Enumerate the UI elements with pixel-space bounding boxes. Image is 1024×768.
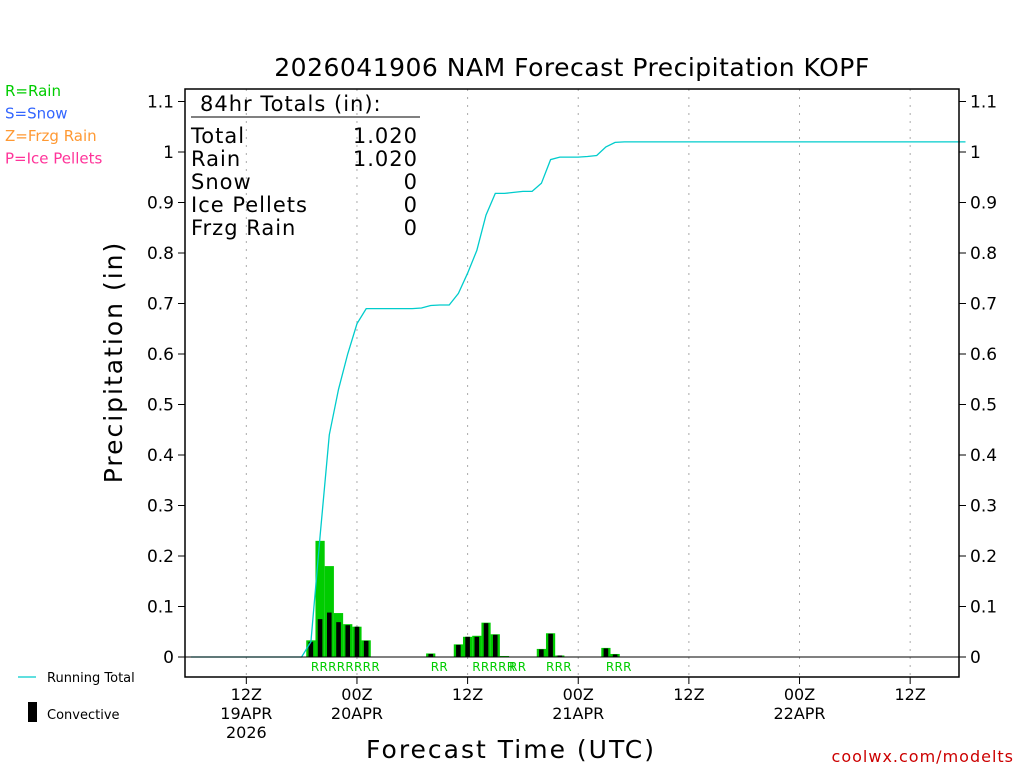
- y-tick-label: 0.4: [147, 446, 174, 466]
- ptype-label: RRRRRRRR: [311, 660, 380, 674]
- convective-bar: [345, 625, 351, 657]
- precip-bar: [324, 566, 334, 657]
- totals-row-label: Rain: [191, 147, 241, 171]
- convective-bar: [492, 634, 498, 657]
- convective-bar: [474, 636, 480, 657]
- x-tick-label: 12Z: [231, 685, 262, 704]
- convective-bar: [428, 653, 434, 657]
- convective-bar: [483, 623, 489, 657]
- convective-bar: [363, 640, 369, 657]
- y-tick-label-right: 0.9: [970, 194, 997, 214]
- running-total-line: [191, 141, 966, 658]
- convective-bar: [612, 654, 618, 657]
- x-tick-label: 12Z: [894, 685, 925, 704]
- ptype-label: RRR: [546, 660, 572, 674]
- convective-legend-label: Convective: [47, 708, 120, 723]
- convective-bar: [539, 649, 544, 657]
- ptype-labels: RRRRRRRR RR RRRRRRR RRR RRR: [311, 660, 632, 674]
- ptype-legend-item: Z=Frzg Rain: [5, 127, 97, 145]
- y-tick-label: 0.2: [147, 547, 174, 567]
- y-tick-label: 0.7: [147, 295, 174, 315]
- convective-bar: [327, 612, 332, 657]
- bars-layer: [306, 540, 620, 658]
- x-tick-date: 19APR: [220, 704, 272, 723]
- y-tick-label-right: 0.5: [970, 396, 997, 416]
- ptype-label: RRR: [606, 660, 632, 674]
- totals-row-value: 1.020: [353, 124, 418, 148]
- ptype-legend-item: R=Rain: [5, 82, 61, 100]
- x-tick-date: 20APR: [331, 704, 383, 723]
- y-tick-label-right: 0.7: [970, 295, 997, 315]
- grid-lines: [245, 89, 911, 677]
- y-tick-label: 0.6: [147, 345, 174, 365]
- x-tick-year: 2026: [226, 723, 267, 742]
- convective-bar: [465, 636, 470, 657]
- y-axis-label: Precipitation (in): [99, 241, 128, 484]
- convective-bar: [354, 626, 360, 657]
- y-tick-label: 1: [163, 143, 174, 163]
- x-tick-date: 22APR: [773, 704, 825, 723]
- plot-frame: [184, 88, 960, 678]
- y-tick-label: 0.9: [147, 194, 174, 214]
- totals-row-label: Frzg Rain: [191, 216, 296, 240]
- y-tick-label-right: 0.6: [970, 345, 997, 365]
- y-tick-label-right: 0.3: [970, 497, 997, 517]
- series-legend: Running Total Convective: [18, 671, 135, 723]
- y-tick-label-right: 0.4: [970, 446, 997, 466]
- credit-link[interactable]: coolwx.com/modelts: [832, 747, 1014, 766]
- convective-bar: [317, 619, 323, 657]
- chart-title: 2026041906 NAM Forecast Precipitation KO…: [274, 53, 869, 82]
- precip-bar: [315, 540, 325, 657]
- x-tick-label: 12Z: [452, 685, 483, 704]
- y-axis-left: 0 0.1 0.2 0.3 0.4 0.5 0.6 0.7 0.8 0.9 1 1.1: [147, 93, 185, 668]
- totals-row-label: Ice Pellets: [191, 193, 308, 217]
- convective-bar: [456, 644, 461, 657]
- ptype-label: RRRRR: [472, 660, 515, 674]
- precip-bar: [499, 655, 510, 657]
- x-tick-label: 12Z: [673, 685, 704, 704]
- x-tick-label: 00Z: [784, 685, 815, 704]
- y-tick-label: 0.8: [147, 244, 174, 264]
- convective-layer: [308, 612, 618, 657]
- ptype-label: RR: [509, 660, 526, 674]
- convective-bar: [603, 648, 609, 657]
- y-tick-label: 0.3: [147, 497, 174, 517]
- ptype-label: RR: [431, 660, 448, 674]
- ptype-legend-item: S=Snow: [5, 105, 68, 123]
- y-tick-label: 1.1: [147, 93, 174, 113]
- y-tick-label: 0.5: [147, 396, 174, 416]
- y-tick-label-right: 0: [970, 648, 981, 668]
- x-tick-label: 00Z: [341, 685, 372, 704]
- running-total-legend-label: Running Total: [47, 671, 135, 686]
- x-axis-label: Forecast Time (UTC): [366, 735, 656, 764]
- ptype-legend-item: P=Ice Pellets: [5, 150, 102, 168]
- y-tick-label-right: 0.2: [970, 547, 997, 567]
- y-tick-label: 0: [163, 648, 174, 668]
- convective-bar: [557, 655, 563, 657]
- ptype-legend: R=Rain S=Snow Z=Frzg Rain P=Ice Pellets: [5, 82, 102, 168]
- totals-row-value: 0: [404, 216, 418, 240]
- convective-bar: [308, 641, 314, 657]
- x-tick-date: 21APR: [552, 704, 604, 723]
- y-tick-label-right: 0.1: [970, 598, 997, 618]
- totals-row-value: 1.020: [353, 147, 418, 171]
- y-tick-label: 0.1: [147, 598, 174, 618]
- totals-box: 84hr Totals (in): Total 1.020 Rain 1.020 Sno…: [190, 92, 420, 240]
- totals-row-label: Snow: [191, 170, 252, 194]
- convective-bar: [548, 633, 553, 657]
- totals-row-label: Total: [190, 124, 245, 148]
- totals-row-value: 0: [404, 170, 418, 194]
- x-tick-label: 00Z: [563, 685, 594, 704]
- y-tick-label-right: 1.1: [970, 93, 997, 113]
- y-tick-label-right: 1: [970, 143, 981, 163]
- y-axis-right: 0 0.1 0.2 0.3 0.4 0.5 0.6 0.7 0.8 0.9 1 1.1: [959, 93, 997, 668]
- totals-rows: Total 1.020 Rain 1.020 Snow 0 Ice Pellets 0 Frzg…: [190, 124, 418, 240]
- convective-bar: [336, 622, 341, 657]
- convective-legend-swatch: [28, 702, 37, 722]
- y-tick-label-right: 0.8: [970, 244, 997, 264]
- totals-header: 84hr Totals (in):: [200, 92, 382, 116]
- totals-row-value: 0: [404, 193, 418, 217]
